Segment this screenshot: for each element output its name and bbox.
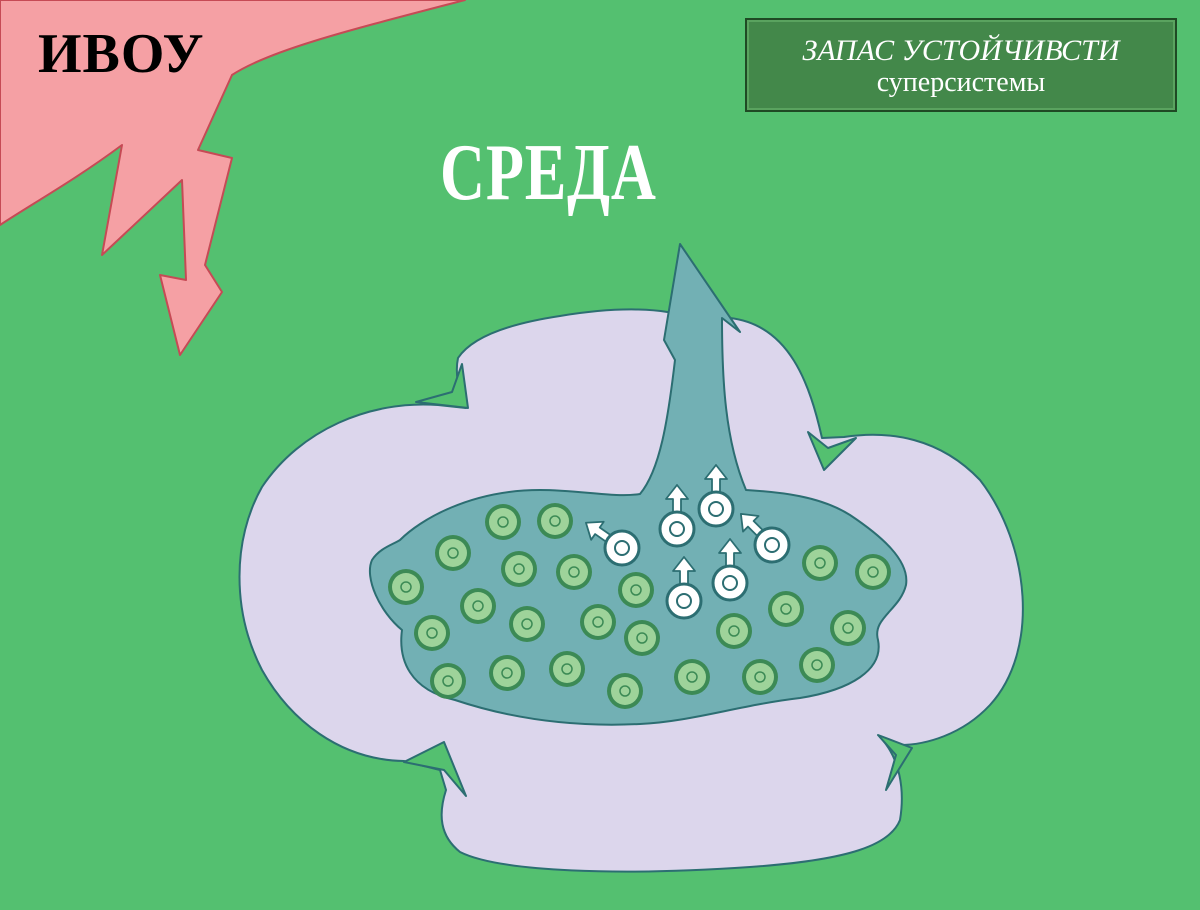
inflow-arrow-left-top (415, 363, 469, 409)
reserve-info-box: ЗАПАС УСТОЙЧИВСТИ суперсистемы (745, 18, 1177, 112)
system-element (855, 554, 891, 590)
leaving-element (665, 556, 703, 620)
leaving-arrow-icon (718, 538, 742, 568)
system-element (460, 588, 496, 624)
system-element (716, 613, 752, 649)
factor-zone (0, 0, 466, 356)
leaving-arrow-icon (665, 484, 689, 514)
info-box-title: ЗАПАС УСТОЙЧИВСТИ (802, 34, 1120, 67)
system-element (485, 504, 521, 540)
leaving-arrow-icon (739, 512, 765, 538)
system-element (509, 606, 545, 642)
system-element (580, 604, 616, 640)
system-element (537, 503, 573, 539)
system-element (489, 655, 525, 691)
leaving-element (739, 512, 791, 564)
leaving-elements (585, 464, 791, 620)
environment-label: СРЕДА (440, 129, 657, 217)
system-element (501, 551, 537, 587)
system-element (830, 610, 866, 646)
inflow-arrow-left-bottom (403, 741, 467, 797)
system-element (435, 535, 471, 571)
leaving-element (585, 520, 641, 567)
system-elements (388, 503, 891, 709)
leaving-element (658, 484, 696, 548)
system-element (430, 663, 466, 699)
inflow-arrow-right-bottom (877, 734, 913, 791)
system-element (742, 659, 778, 695)
info-box-subtitle: суперсистемы (876, 67, 1046, 98)
system-element (549, 651, 585, 687)
system-element (799, 647, 835, 683)
inflow-arrow-right-top (807, 431, 857, 471)
system-element (624, 620, 660, 656)
system-element (556, 554, 592, 590)
system-element (388, 569, 424, 605)
leaving-arrow-icon (704, 464, 728, 494)
leaving-arrow-icon (672, 556, 696, 586)
leaving-element (711, 538, 749, 602)
leaving-element (697, 464, 735, 528)
system-element (674, 659, 710, 695)
leaving-arrow-icon (585, 520, 613, 543)
system-element (414, 615, 450, 651)
system-element (607, 673, 643, 709)
system-element (802, 545, 838, 581)
system-element (768, 591, 804, 627)
factor-label: ИВОУ (38, 23, 205, 85)
system-element (618, 572, 654, 608)
